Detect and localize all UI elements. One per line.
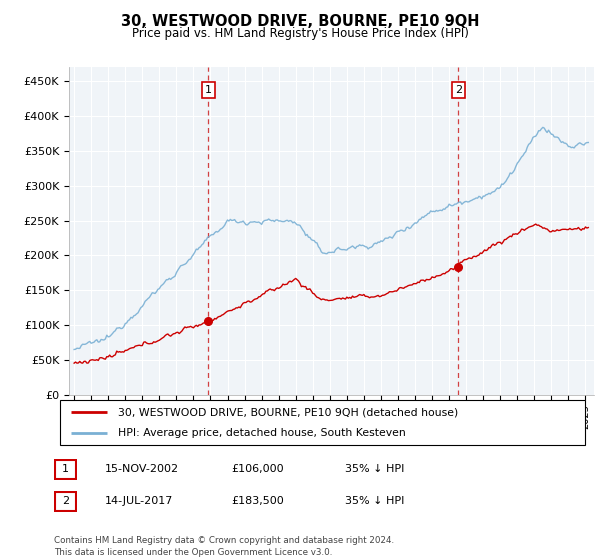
Text: 1: 1: [205, 85, 212, 95]
Text: 1: 1: [62, 464, 69, 474]
Text: £183,500: £183,500: [231, 496, 284, 506]
Text: 2: 2: [455, 85, 462, 95]
Text: 30, WESTWOOD DRIVE, BOURNE, PE10 9QH: 30, WESTWOOD DRIVE, BOURNE, PE10 9QH: [121, 14, 479, 29]
Text: 30, WESTWOOD DRIVE, BOURNE, PE10 9QH (detached house): 30, WESTWOOD DRIVE, BOURNE, PE10 9QH (de…: [118, 408, 458, 418]
Text: 14-JUL-2017: 14-JUL-2017: [105, 496, 173, 506]
Text: 35% ↓ HPI: 35% ↓ HPI: [345, 464, 404, 474]
Text: Price paid vs. HM Land Registry's House Price Index (HPI): Price paid vs. HM Land Registry's House …: [131, 27, 469, 40]
Text: £106,000: £106,000: [231, 464, 284, 474]
Text: 35% ↓ HPI: 35% ↓ HPI: [345, 496, 404, 506]
Text: Contains HM Land Registry data © Crown copyright and database right 2024.
This d: Contains HM Land Registry data © Crown c…: [54, 536, 394, 557]
Text: 2: 2: [62, 496, 69, 506]
Text: HPI: Average price, detached house, South Kesteven: HPI: Average price, detached house, Sout…: [118, 428, 406, 438]
Text: 15-NOV-2002: 15-NOV-2002: [105, 464, 179, 474]
